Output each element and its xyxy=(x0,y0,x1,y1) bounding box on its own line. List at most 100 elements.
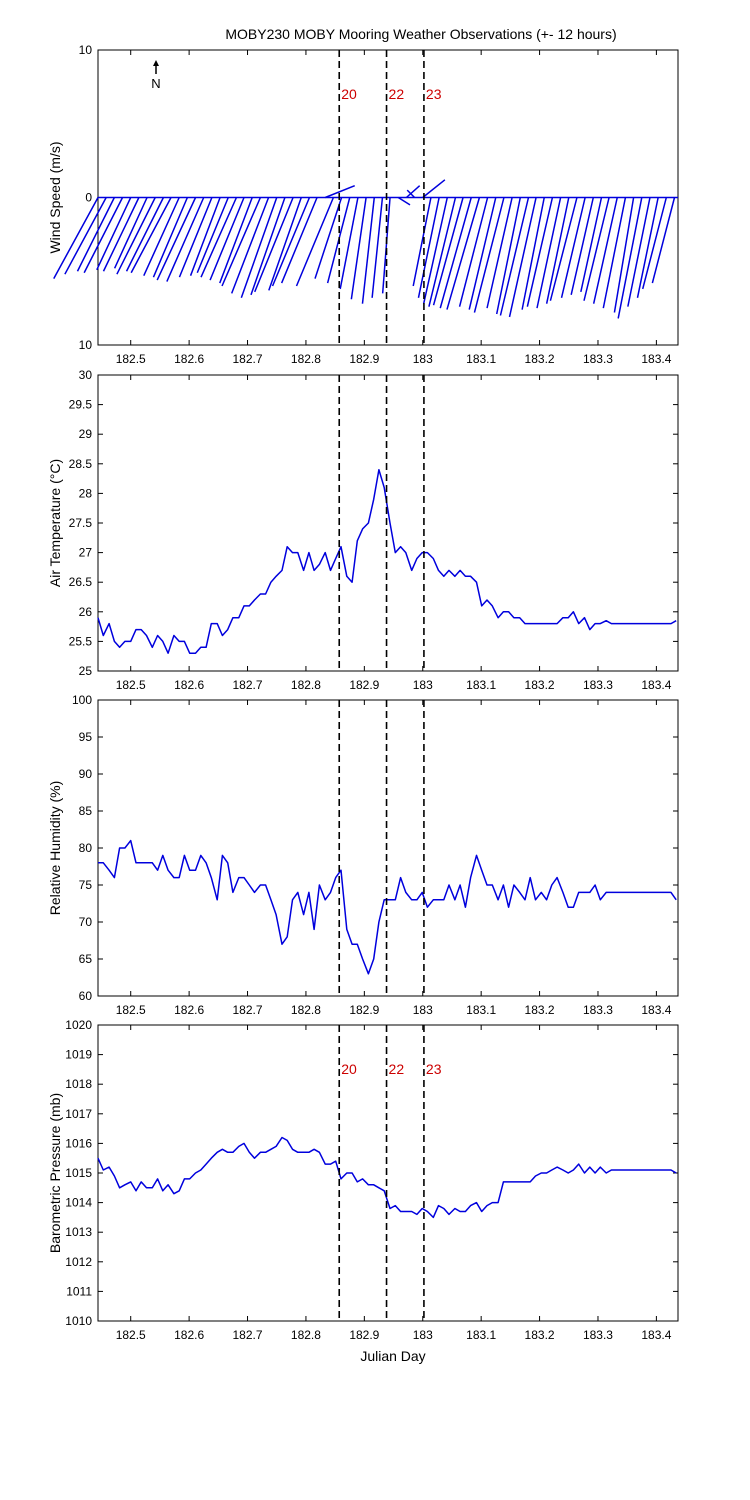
x-tick-label: 183.3 xyxy=(583,1003,613,1017)
x-tick-label: 183.1 xyxy=(466,678,496,692)
x-tick-label: 182.9 xyxy=(349,678,379,692)
wind-stick xyxy=(280,197,318,284)
wind-stick xyxy=(397,196,411,206)
x-tick-label: 182.8 xyxy=(291,352,321,366)
event-label: 22 xyxy=(389,1061,405,1077)
wind-stick xyxy=(116,197,156,275)
y-tick-label: 1014 xyxy=(65,1196,92,1210)
y-axis-label: Air Temperature (°C) xyxy=(47,459,63,587)
figure-title: MOBY230 MOBY Mooring Weather Observation… xyxy=(225,26,616,42)
y-tick-label: 65 xyxy=(79,952,93,966)
wind-stick xyxy=(422,197,449,304)
event-label: 20 xyxy=(341,1061,357,1077)
event-label: 20 xyxy=(341,86,357,102)
wind-stick xyxy=(422,179,446,199)
wind-stick xyxy=(221,197,262,287)
x-tick-label: 182.6 xyxy=(174,352,204,366)
y-tick-label: 90 xyxy=(79,767,93,781)
wind-stick xyxy=(499,197,530,316)
x-tick-label: 182.6 xyxy=(174,678,204,692)
wind-stick xyxy=(381,197,391,294)
wind-stick xyxy=(468,197,497,310)
plot-frame xyxy=(97,699,679,997)
y-tick-label: 10 xyxy=(79,43,93,57)
wind-stick xyxy=(560,197,586,298)
wind-stick xyxy=(96,197,132,271)
y-tick-label: 1018 xyxy=(65,1077,92,1091)
y-tick-label: 1013 xyxy=(65,1225,92,1239)
x-tick-label: 183.4 xyxy=(641,1003,671,1017)
wind-stick xyxy=(53,197,99,279)
y-tick-label: 1011 xyxy=(66,1284,92,1298)
x-tick-label: 182.8 xyxy=(291,1328,321,1342)
y-tick-label: 100 xyxy=(72,693,92,707)
y-tick-label: 1012 xyxy=(65,1255,92,1269)
barometric-pressure-panel: 182.5 182.6 182.7 182.8 182.9 183 183.1 183.2 18… xyxy=(47,1018,679,1342)
wind-stick xyxy=(102,197,140,272)
wind-stick xyxy=(602,197,627,309)
wind-stick xyxy=(473,197,505,313)
wind-stick xyxy=(432,197,464,306)
wind-stick xyxy=(406,189,416,199)
x-tick-label: 182.5 xyxy=(116,352,146,366)
wind-stick xyxy=(526,197,554,307)
wind-stick xyxy=(350,197,367,300)
y-tick-label: 27 xyxy=(79,546,93,560)
wind-stick xyxy=(613,197,635,313)
air-temperature-panel: 182.5 182.6 182.7 182.8 182.9 183 183.1 183.2 18… xyxy=(47,368,679,692)
wind-stick xyxy=(641,197,668,290)
wind-stick xyxy=(439,197,472,309)
y-tick-label: 1019 xyxy=(65,1048,92,1062)
wind-stick xyxy=(636,197,659,298)
y-axis-label: Relative Humidity (%) xyxy=(47,781,63,916)
data-series-line xyxy=(97,1136,677,1219)
plot-frame xyxy=(97,374,679,672)
x-tick-label: 182.7 xyxy=(233,678,263,692)
x-tick-label: 183.2 xyxy=(525,352,555,366)
north-arrow-head-icon xyxy=(153,60,159,66)
wind-stick xyxy=(254,197,294,293)
y-tick-label: 70 xyxy=(79,915,93,929)
wind-stick xyxy=(651,197,676,284)
x-tick-label: 182.7 xyxy=(233,1003,263,1017)
wind-stick xyxy=(486,197,513,309)
wind-stick xyxy=(371,197,384,298)
wind-stick xyxy=(324,185,355,199)
wind-speed-panel: 182.5 182.6 182.7 182.8 182.9 183 183.1 183.2 18… xyxy=(47,43,679,366)
y-tick-label: 1010 xyxy=(65,1314,92,1328)
x-tick-label: 182.9 xyxy=(349,352,379,366)
x-tick-label: 183.4 xyxy=(641,678,671,692)
wind-stick xyxy=(271,197,311,287)
wind-stick xyxy=(64,197,107,275)
y-tick-label: 10 xyxy=(79,338,93,352)
wind-stick xyxy=(295,197,335,287)
wind-stick xyxy=(428,197,457,307)
x-tick-label: 183.1 xyxy=(466,1328,496,1342)
x-tick-label: 183.3 xyxy=(583,352,613,366)
y-tick-label: 1020 xyxy=(65,1018,92,1032)
event-label: 23 xyxy=(426,1061,442,1077)
y-tick-label: 25 xyxy=(79,664,93,678)
wind-stick xyxy=(240,197,278,299)
y-tick-label: 26 xyxy=(79,605,93,619)
wind-stick xyxy=(83,197,124,274)
x-tick-label: 183 xyxy=(413,352,433,366)
wind-stick xyxy=(508,197,537,318)
wind-stick xyxy=(446,197,481,310)
wind-stick xyxy=(113,197,148,269)
wind-stick xyxy=(580,197,603,293)
x-tick-label: 183 xyxy=(413,1003,433,1017)
relative-humidity-panel: 182.5 182.6 182.7 182.8 182.9 183 183.1 183.2 18… xyxy=(47,693,679,1017)
wind-stick xyxy=(536,197,562,309)
x-tick-label: 182.8 xyxy=(291,678,321,692)
x-tick-label: 183.3 xyxy=(583,1328,613,1342)
wind-stick xyxy=(219,197,253,284)
y-tick-label: 1015 xyxy=(65,1166,92,1180)
wind-stick xyxy=(521,197,545,310)
wind-stick xyxy=(189,197,221,276)
y-tick-label: 30 xyxy=(79,368,93,382)
x-tick-label: 183.2 xyxy=(525,1328,555,1342)
wind-stick xyxy=(166,197,205,282)
wind-stick xyxy=(125,197,165,272)
